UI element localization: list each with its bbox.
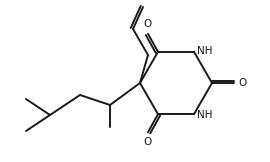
Text: O: O	[143, 19, 151, 29]
Text: O: O	[143, 137, 151, 147]
Text: NH: NH	[197, 110, 212, 120]
Text: NH: NH	[197, 46, 212, 56]
Text: O: O	[238, 78, 246, 88]
